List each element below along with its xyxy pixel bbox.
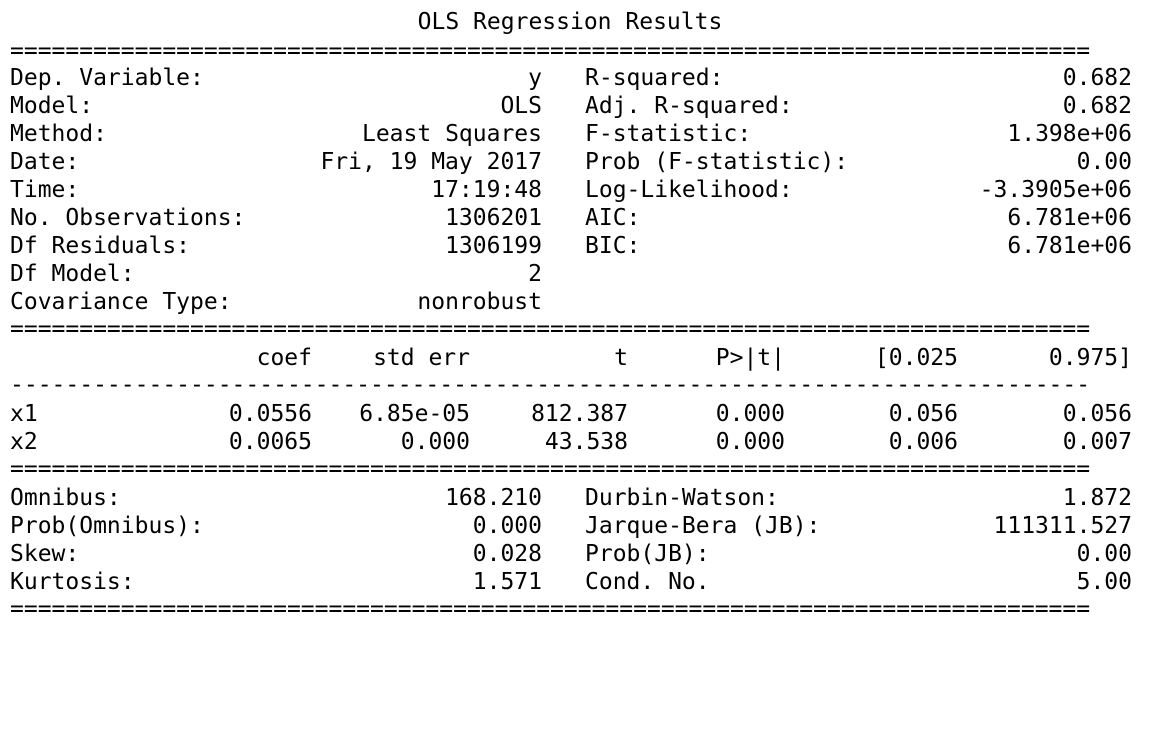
summary-row: Model: OLS Adj. R-squared: 0.682 — [0, 92, 1154, 120]
diagnostics-label: Prob(JB): — [585, 541, 710, 567]
diagnostics-row: Prob(Omnibus): 0.000 Jarque-Bera (JB): 1… — [0, 512, 1154, 540]
summary-value: y — [528, 65, 542, 91]
summary-label: Method: — [10, 121, 107, 147]
table-cell: 0.006 — [888, 429, 958, 455]
diagnostics-value: 111311.527 — [993, 513, 1132, 539]
summary-label: AIC: — [585, 205, 641, 231]
summary-row: Df Model: 2 — [0, 260, 1154, 288]
table-cell: 0.056 — [888, 401, 958, 427]
table-cell: 812.387 — [531, 401, 628, 427]
double-rule-bottom: ========================================… — [10, 602, 1091, 616]
summary-label: BIC: — [585, 233, 641, 259]
summary-label: Prob (F-statistic): — [585, 149, 849, 175]
diagnostics-row: Kurtosis: 1.571 Cond. No. 5.00 — [0, 568, 1154, 596]
summary-label: Dep. Variable: — [10, 65, 204, 91]
summary-row: Method: Least Squares F-statistic: 1.398… — [0, 120, 1154, 148]
summary-value: nonrobust — [417, 289, 542, 315]
row-name: x1 — [10, 401, 38, 427]
diagnostics-row: Skew: 0.028 Prob(JB): 0.00 — [0, 540, 1154, 568]
summary-value: 1306201 — [445, 205, 542, 231]
double-rule-lower: ========================================… — [10, 462, 1091, 476]
summary-value: 17:19:48 — [431, 177, 542, 203]
column-header: 0.975] — [1048, 345, 1132, 371]
column-header: P>|t| — [715, 345, 785, 371]
table-cell: 0.0556 — [228, 401, 312, 427]
summary-row: Covariance Type: nonrobust — [0, 288, 1154, 316]
summary-value: 6.781e+06 — [1007, 205, 1132, 231]
diagnostics-value: 0.028 — [472, 541, 542, 567]
table-cell: 0.000 — [715, 429, 785, 455]
summary-value: 6.781e+06 — [1007, 233, 1132, 259]
summary-label: Time: — [10, 177, 80, 203]
diagnostics-value: 168.210 — [445, 485, 542, 511]
table-cell: 0.007 — [1062, 429, 1132, 455]
row-name: x2 — [10, 429, 38, 455]
diagnostics-label: Skew: — [10, 541, 80, 567]
summary-value: OLS — [500, 93, 542, 119]
diagnostics-label: Omnibus: — [10, 485, 121, 511]
diagnostics-label: Jarque-Bera (JB): — [585, 513, 821, 539]
summary-value: Least Squares — [361, 121, 542, 147]
diagnostics-label: Cond. No. — [585, 569, 710, 595]
summary-label: Date: — [10, 149, 80, 175]
table-cell: 0.0065 — [228, 429, 312, 455]
diagnostics-label: Prob(Omnibus): — [10, 513, 204, 539]
diagnostics-value: 1.571 — [472, 569, 542, 595]
table-row: x2 0.0065 0.000 43.538 0.000 0.006 0.007 — [0, 428, 1154, 456]
summary-row: Date: Fri, 19 May 2017 Prob (F-statistic… — [0, 148, 1154, 176]
column-header: [0.025 — [874, 345, 958, 371]
summary-value: -3.3905e+06 — [979, 177, 1132, 203]
summary-label: Adj. R-squared: — [585, 93, 793, 119]
column-header: coef — [256, 345, 312, 371]
summary-row: Df Residuals: 1306199 BIC: 6.781e+06 — [0, 232, 1154, 260]
table-cell: 6.85e-05 — [359, 401, 470, 427]
ols-summary: OLS Regression Results =================… — [0, 9, 1154, 616]
summary-label: R-squared: — [585, 65, 724, 91]
diagnostics-label: Durbin-Watson: — [585, 485, 779, 511]
summary-row: Dep. Variable: y R-squared: 0.682 — [0, 64, 1154, 92]
table-cell: 0.000 — [400, 429, 470, 455]
summary-value: 0.682 — [1062, 93, 1132, 119]
summary-value: Fri, 19 May 2017 — [320, 149, 542, 175]
diagnostics-label: Kurtosis: — [10, 569, 135, 595]
coef-header-row: coef std err t P>|t| [0.025 0.975] — [0, 344, 1154, 372]
single-rule: ----------------------------------------… — [10, 378, 1091, 392]
column-header: std err — [373, 345, 470, 371]
diagnostics-value: 1.872 — [1062, 485, 1132, 511]
summary-value: 0.682 — [1062, 65, 1132, 91]
page-title: OLS Regression Results — [417, 9, 723, 35]
double-rule-top: ========================================… — [10, 44, 1091, 58]
diagnostics-value: 0.000 — [472, 513, 542, 539]
table-cell: 43.538 — [544, 429, 628, 455]
table-cell: 0.000 — [715, 401, 785, 427]
table-row: x1 0.0556 6.85e-05 812.387 0.000 0.056 0… — [0, 400, 1154, 428]
column-header: t — [614, 345, 628, 371]
summary-value: 0.00 — [1076, 149, 1132, 175]
diagnostics-value: 0.00 — [1076, 541, 1132, 567]
double-rule-mid: ========================================… — [10, 322, 1091, 336]
summary-label: Df Model: — [10, 261, 135, 287]
summary-value: 1.398e+06 — [1007, 121, 1132, 147]
summary-label: No. Observations: — [10, 205, 246, 231]
summary-label: Covariance Type: — [10, 289, 232, 315]
summary-label: Log-Likelihood: — [585, 177, 793, 203]
diagnostics-value: 5.00 — [1076, 569, 1132, 595]
summary-label: F-statistic: — [585, 121, 752, 147]
summary-value: 1306199 — [445, 233, 542, 259]
summary-label: Model: — [10, 93, 94, 119]
table-cell: 0.056 — [1062, 401, 1132, 427]
diagnostics-row: Omnibus: 168.210 Durbin-Watson: 1.872 — [0, 484, 1154, 512]
summary-row: No. Observations: 1306201 AIC: 6.781e+06 — [0, 204, 1154, 232]
summary-label: Df Residuals: — [10, 233, 191, 259]
summary-row: Time: 17:19:48 Log-Likelihood: -3.3905e+… — [0, 176, 1154, 204]
summary-value: 2 — [528, 261, 542, 287]
